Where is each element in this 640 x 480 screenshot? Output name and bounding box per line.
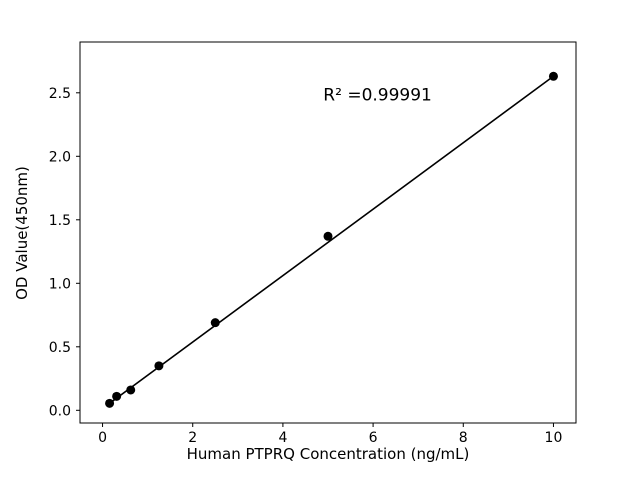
y-axis-ticks: 0.0 0.5 1.0 1.5 2.0 2.5: [49, 86, 80, 419]
x-axis-label: Human PTPRQ Concentration (ng/mL): [187, 445, 470, 463]
x-tick-label: 10: [545, 430, 563, 446]
x-tick-label: 8: [459, 430, 468, 446]
y-tick-label: 0.5: [49, 340, 71, 356]
data-point: [323, 231, 333, 241]
x-tick-label: 2: [188, 430, 197, 446]
y-tick-label: 1.5: [49, 213, 71, 229]
y-axis-label: OD Value(450nm): [13, 166, 31, 300]
y-tick-label: 2.0: [49, 149, 71, 165]
data-point: [154, 361, 164, 371]
fit-line: [109, 75, 554, 404]
data-point: [105, 398, 115, 408]
data-point: [126, 385, 136, 395]
y-tick-label: 1.0: [49, 276, 71, 292]
x-axis-ticks: 0 2 4 6 8 10: [98, 423, 562, 446]
x-tick-label: 0: [98, 430, 107, 446]
data-point: [548, 71, 558, 81]
x-tick-label: 6: [369, 430, 378, 446]
plot-area-border: [79, 41, 577, 424]
data-point: [210, 318, 220, 328]
r-squared-annotation: R² =0.99991: [323, 85, 432, 105]
x-tick-label: 4: [278, 430, 287, 446]
y-tick-label: 2.5: [49, 86, 71, 102]
data-point: [112, 391, 122, 401]
data-points: [105, 71, 558, 408]
y-tick-label: 0.0: [49, 403, 71, 419]
